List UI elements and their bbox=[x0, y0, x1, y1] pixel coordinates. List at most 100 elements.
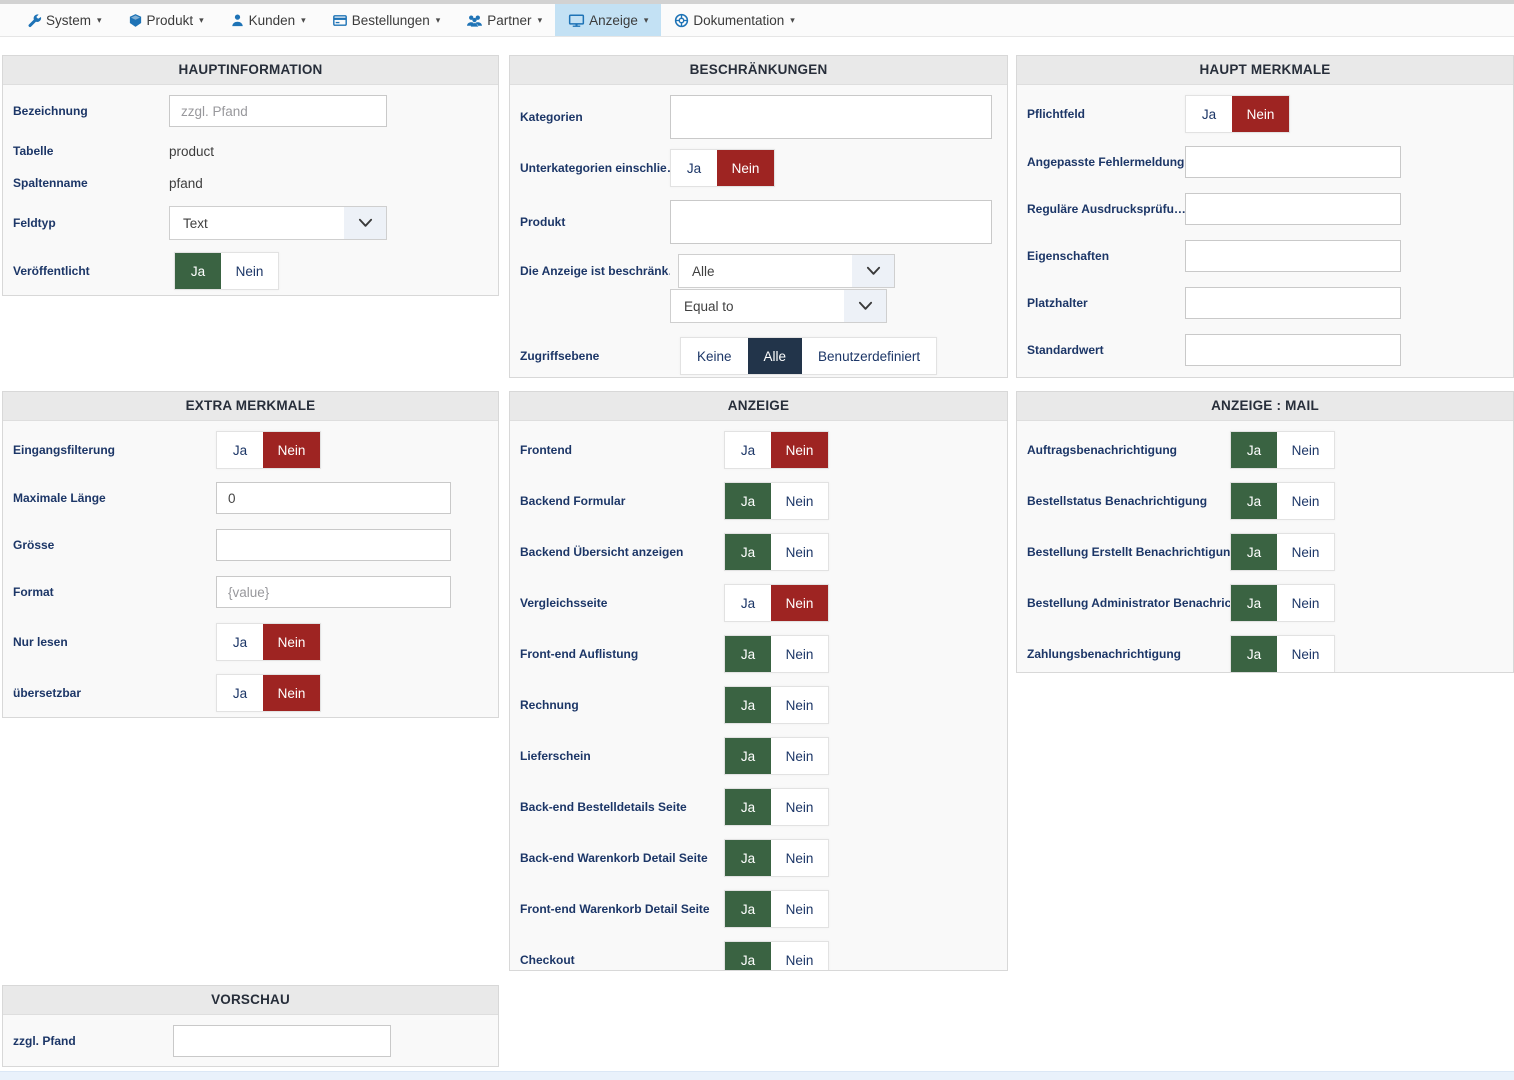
platzhalter-input[interactable] bbox=[1185, 287, 1401, 319]
uebersetzbar-ja-button[interactable]: Ja bbox=[217, 675, 263, 711]
nav-item-kunden[interactable]: Kunden ▾ bbox=[217, 4, 319, 36]
zugriffsebene-option-alle[interactable]: Alle bbox=[747, 338, 803, 374]
unterkategorien-einschliessen-ja-button[interactable]: Ja bbox=[671, 150, 717, 186]
tabelle-control: product bbox=[169, 144, 214, 159]
panel-body: Bezeichnung Tabelle product Spaltenname pfan… bbox=[3, 85, 498, 290]
frontend-auflistung-nein-button[interactable]: Nein bbox=[771, 636, 828, 672]
produkt-label: Produkt bbox=[520, 215, 566, 229]
standardwert-input[interactable] bbox=[1185, 334, 1401, 366]
backend-warenkorb-ja-button[interactable]: Ja bbox=[725, 840, 771, 876]
eingangsfilterung-ja-button[interactable]: Ja bbox=[217, 432, 263, 468]
pflichtfeld-nein-button[interactable]: Nein bbox=[1232, 96, 1289, 132]
bestellstatus-control: Ja Nein bbox=[1230, 482, 1335, 520]
vergleichsseite-toggle: Ja Nein bbox=[724, 584, 829, 622]
bestellstatus-ja-button[interactable]: Ja bbox=[1231, 483, 1277, 519]
checkout-toggle: Ja Nein bbox=[724, 941, 829, 970]
eigenschaften-input[interactable] bbox=[1185, 240, 1401, 272]
vorschau-zzgl-pfand-input[interactable] bbox=[173, 1025, 391, 1057]
feldtyp-select[interactable]: Text bbox=[169, 206, 387, 240]
frontend-toggle: Ja Nein bbox=[724, 431, 829, 469]
format-input[interactable] bbox=[216, 576, 451, 608]
chevron-down-icon: ▾ bbox=[537, 14, 543, 25]
field-checkout: Checkout Ja Nein bbox=[520, 941, 997, 970]
backend-warenkorb-nein-button[interactable]: Nein bbox=[771, 840, 828, 876]
anzeige-beschraenkt-label: Die Anzeige ist beschränk… bbox=[520, 264, 670, 278]
nav-item-produkt[interactable]: Produkt ▾ bbox=[115, 4, 217, 36]
uebersetzbar-nein-button[interactable]: Nein bbox=[263, 675, 320, 711]
auftragsbenachrichtigung-nein-button[interactable]: Nein bbox=[1277, 432, 1334, 468]
groesse-control bbox=[216, 529, 451, 561]
backend-bestelldetails-nein-button[interactable]: Nein bbox=[771, 789, 828, 825]
vergleichsseite-ja-button[interactable]: Ja bbox=[725, 585, 771, 621]
zahlungsbenachrichtigung-ja-button[interactable]: Ja bbox=[1231, 636, 1277, 672]
checkout-nein-button[interactable]: Nein bbox=[771, 942, 828, 970]
auftragsbenachrichtigung-ja-button[interactable]: Ja bbox=[1231, 432, 1277, 468]
backend-formular-ja-button[interactable]: Ja bbox=[725, 483, 771, 519]
bestellung-admin-nein-button[interactable]: Nein bbox=[1277, 585, 1334, 621]
zugriffsebene-option-benutzerdefiniert[interactable]: Benutzerdefiniert bbox=[802, 338, 937, 374]
frontend-auflistung-control: Ja Nein bbox=[724, 635, 829, 673]
zahlungsbenachrichtigung-label: Zahlungsbenachrichtigung bbox=[1027, 647, 1182, 661]
panel-title: BESCHRÄNKUNGEN bbox=[510, 56, 1007, 85]
rechnung-nein-button[interactable]: Nein bbox=[771, 687, 828, 723]
panel-title: ANZEIGE bbox=[510, 392, 1007, 421]
lieferschein-ja-button[interactable]: Ja bbox=[725, 738, 771, 774]
bestellung-erstellt-nein-button[interactable]: Nein bbox=[1277, 534, 1334, 570]
frontend-warenkorb-nein-button[interactable]: Nein bbox=[771, 891, 828, 927]
select-value: Alle bbox=[692, 263, 715, 279]
frontend-auflistung-ja-button[interactable]: Ja bbox=[725, 636, 771, 672]
uebersetzbar-label: übersetzbar bbox=[13, 686, 82, 700]
lieferschein-nein-button[interactable]: Nein bbox=[771, 738, 828, 774]
lieferschein-control: Ja Nein bbox=[724, 737, 829, 775]
backend-uebersicht-nein-button[interactable]: Nein bbox=[771, 534, 828, 570]
nur-lesen-nein-button[interactable]: Nein bbox=[263, 624, 320, 660]
regulaere-ausdruckspruefung-input[interactable] bbox=[1185, 193, 1401, 225]
backend-uebersicht-ja-button[interactable]: Ja bbox=[725, 534, 771, 570]
backend-formular-nein-button[interactable]: Nein bbox=[771, 483, 828, 519]
vergleichsseite-control: Ja Nein bbox=[724, 584, 829, 622]
bestellstatus-nein-button[interactable]: Nein bbox=[1277, 483, 1334, 519]
eingangsfilterung-label: Eingangsfilterung bbox=[13, 443, 115, 457]
maximale-laenge-label: Maximale Länge bbox=[13, 491, 106, 505]
bestellung-admin-ja-button[interactable]: Ja bbox=[1231, 585, 1277, 621]
eigenschaften-control bbox=[1185, 240, 1401, 272]
chevron-down-icon bbox=[852, 255, 894, 287]
checkout-ja-button[interactable]: Ja bbox=[725, 942, 771, 970]
field-angepasste-fehlermeldung: Angepasste Fehlermeldung bbox=[1027, 146, 1503, 178]
tabelle-label: Tabelle bbox=[13, 144, 54, 158]
produkt-input[interactable] bbox=[670, 200, 992, 244]
nav-item-partner[interactable]: Partner ▾ bbox=[453, 4, 555, 36]
veroeffentlicht-nein-button[interactable]: Nein bbox=[221, 253, 278, 289]
panel-vorschau: VORSCHAU zzgl. Pfand bbox=[2, 985, 499, 1067]
angepasste-fehlermeldung-input[interactable] bbox=[1185, 146, 1401, 178]
nur-lesen-ja-button[interactable]: Ja bbox=[217, 624, 263, 660]
frontend-nein-button[interactable]: Nein bbox=[771, 432, 828, 468]
nav-item-system[interactable]: System ▾ bbox=[14, 4, 115, 36]
documentation-icon bbox=[674, 13, 689, 28]
nav-item-dokumentation[interactable]: Dokumentation ▾ bbox=[661, 4, 807, 36]
frontend-warenkorb-ja-button[interactable]: Ja bbox=[725, 891, 771, 927]
zugriffsebene-option-keine[interactable]: Keine bbox=[681, 338, 748, 374]
auftragsbenachrichtigung-control: Ja Nein bbox=[1230, 431, 1335, 469]
nav-item-anzeige[interactable]: Anzeige ▾ bbox=[555, 4, 662, 36]
frontend-ja-button[interactable]: Ja bbox=[725, 432, 771, 468]
rechnung-ja-button[interactable]: Ja bbox=[725, 687, 771, 723]
backend-bestelldetails-ja-button[interactable]: Ja bbox=[725, 789, 771, 825]
field-maximale-laenge: Maximale Länge bbox=[13, 482, 488, 514]
bestellung-erstellt-ja-button[interactable]: Ja bbox=[1231, 534, 1277, 570]
lieferschein-label: Lieferschein bbox=[520, 749, 591, 763]
zahlungsbenachrichtigung-nein-button[interactable]: Nein bbox=[1277, 636, 1334, 672]
nav-item-bestellungen[interactable]: Bestellungen ▾ bbox=[319, 4, 454, 36]
pflichtfeld-ja-button[interactable]: Ja bbox=[1186, 96, 1232, 132]
veroeffentlicht-ja-button[interactable]: Ja bbox=[175, 253, 221, 289]
eingangsfilterung-nein-button[interactable]: Nein bbox=[263, 432, 320, 468]
anzeige-beschraenkt-1-select[interactable]: Alle bbox=[678, 254, 895, 288]
kategorien-input[interactable] bbox=[670, 95, 992, 139]
anzeige-beschraenkt-2-select[interactable]: Equal to bbox=[670, 289, 887, 323]
groesse-input[interactable] bbox=[216, 529, 451, 561]
bezeichnung-input[interactable] bbox=[169, 95, 387, 127]
vergleichsseite-nein-button[interactable]: Nein bbox=[771, 585, 828, 621]
bestellung-admin-toggle: Ja Nein bbox=[1230, 584, 1335, 622]
unterkategorien-einschliessen-nein-button[interactable]: Nein bbox=[717, 150, 774, 186]
maximale-laenge-input[interactable] bbox=[216, 482, 451, 514]
